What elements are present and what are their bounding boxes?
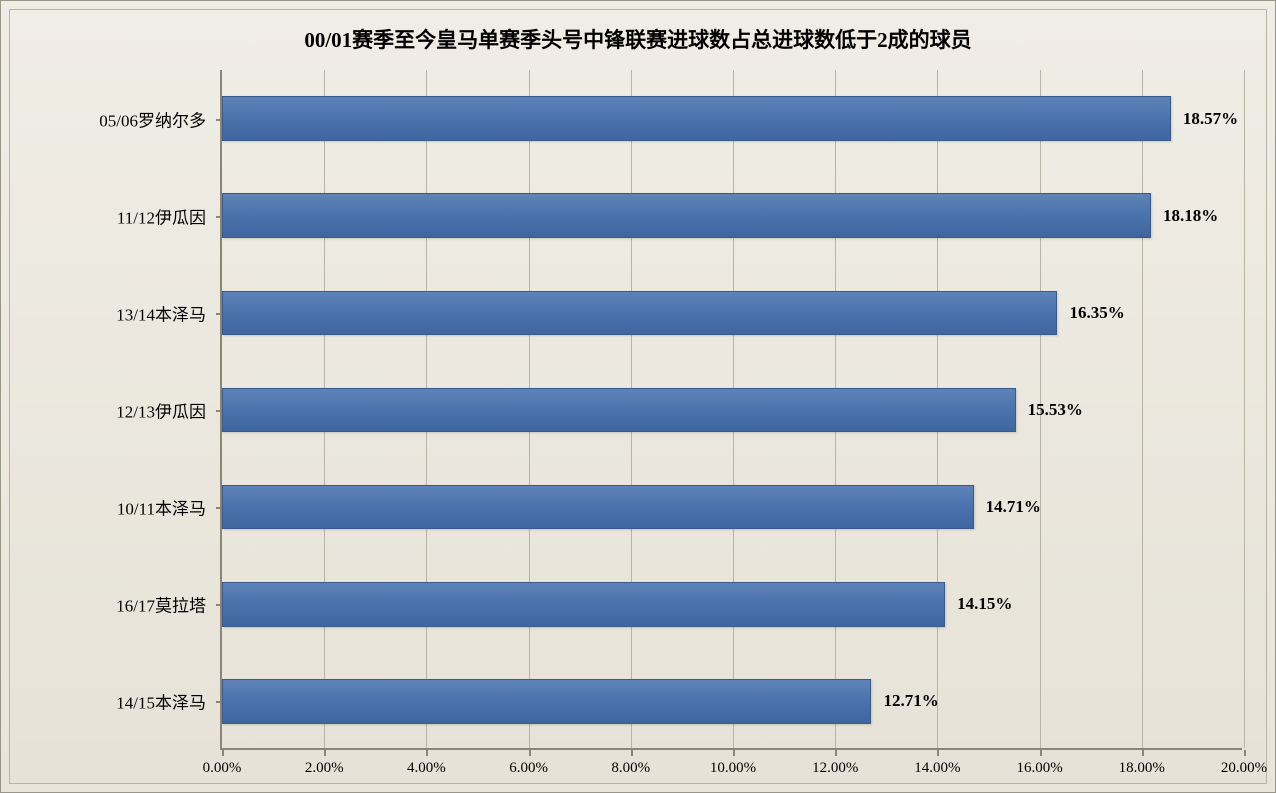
bar [222, 388, 1016, 433]
y-tick-label: 05/06罗纳尔多 [99, 106, 206, 131]
y-tick-label: 11/12伊瓜因 [117, 203, 206, 228]
chart-inner: 00/01赛季至今皇马单赛季头号中锋联赛进球数占总进球数低于2成的球员 0.00… [9, 9, 1267, 784]
bar [222, 582, 945, 627]
x-tick-mark [324, 750, 326, 756]
x-tick-mark [631, 750, 633, 756]
x-tick-mark [1040, 750, 1042, 756]
x-tick-label: 8.00% [611, 760, 650, 777]
y-tick-label: 16/17莫拉塔 [116, 592, 206, 617]
chart-title: 00/01赛季至今皇马单赛季头号中锋联赛进球数占总进球数低于2成的球员 [10, 24, 1266, 54]
x-tick-label: 10.00% [710, 760, 756, 777]
gridline [1142, 70, 1143, 748]
data-label: 14.15% [957, 594, 1012, 614]
x-tick-mark [426, 750, 428, 756]
x-tick-mark [1244, 750, 1246, 756]
plot-area: 0.00%2.00%4.00%6.00%8.00%10.00%12.00%14.… [220, 70, 1242, 750]
x-tick-label: 14.00% [914, 760, 960, 777]
data-label: 15.53% [1028, 400, 1083, 420]
data-label: 16.35% [1069, 303, 1124, 323]
x-tick-label: 20.00% [1221, 760, 1267, 777]
x-tick-mark [733, 750, 735, 756]
bar [222, 96, 1171, 141]
x-tick-mark [937, 750, 939, 756]
bar [222, 193, 1151, 238]
x-tick-label: 4.00% [407, 760, 446, 777]
gridline [1244, 70, 1245, 748]
bar [222, 485, 974, 530]
x-tick-mark [835, 750, 837, 756]
x-tick-mark [222, 750, 224, 756]
x-tick-label: 2.00% [305, 760, 344, 777]
data-label: 12.71% [883, 691, 938, 711]
data-label: 18.18% [1163, 206, 1218, 226]
x-tick-label: 6.00% [509, 760, 548, 777]
data-label: 14.71% [986, 497, 1041, 517]
x-tick-mark [1142, 750, 1144, 756]
y-tick-label: 14/15本泽马 [116, 689, 206, 714]
data-label: 18.57% [1183, 109, 1238, 129]
x-tick-label: 18.00% [1119, 760, 1165, 777]
x-tick-mark [529, 750, 531, 756]
y-tick-label: 12/13伊瓜因 [116, 398, 206, 423]
y-tick-label: 10/11本泽马 [117, 495, 206, 520]
x-tick-label: 16.00% [1016, 760, 1062, 777]
y-tick-label: 13/14本泽马 [116, 300, 206, 325]
chart-container: 00/01赛季至今皇马单赛季头号中锋联赛进球数占总进球数低于2成的球员 0.00… [0, 0, 1276, 793]
x-tick-label: 0.00% [203, 760, 242, 777]
x-tick-label: 12.00% [812, 760, 858, 777]
bar [222, 679, 871, 724]
bar [222, 291, 1057, 336]
